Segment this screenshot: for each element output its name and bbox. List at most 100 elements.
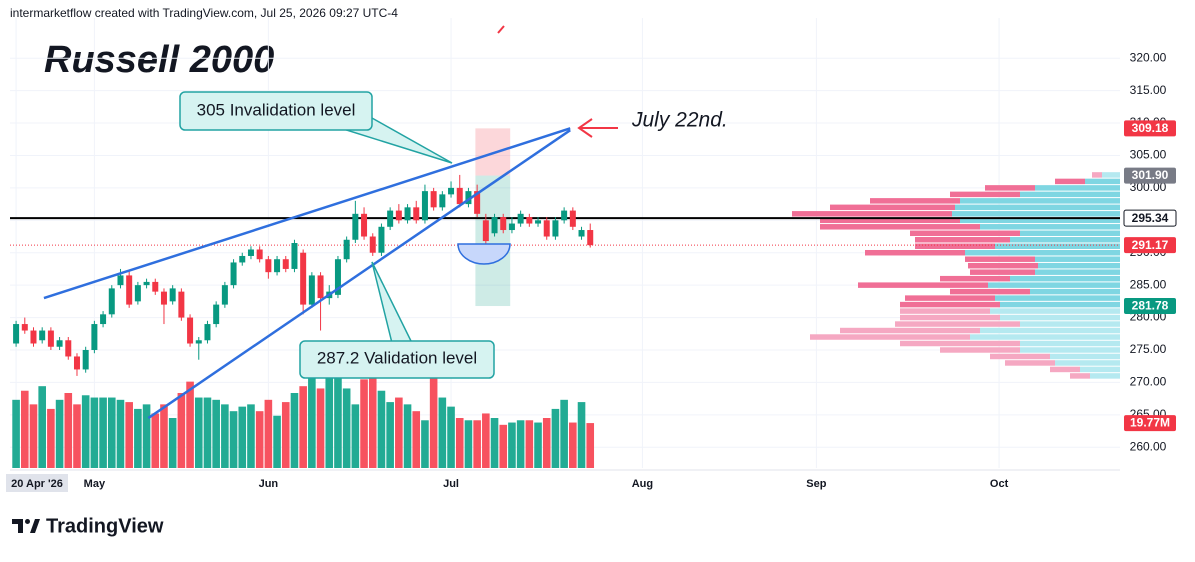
candle-body (404, 207, 411, 221)
candle-body (352, 213, 359, 240)
callout-box (179, 91, 373, 131)
profile-up (1020, 191, 1120, 198)
candle-body (56, 340, 63, 347)
candle-body (578, 230, 585, 237)
volume-bar (316, 388, 325, 468)
candle-body (552, 220, 559, 237)
volume-bar (482, 413, 490, 468)
volume-bar (464, 420, 473, 468)
profile-up (1010, 275, 1120, 282)
volume-bar (168, 418, 177, 468)
profile-up (960, 198, 1120, 204)
candle-body (65, 340, 72, 357)
volume-bar (586, 423, 595, 468)
volume-bar (264, 399, 273, 468)
volume-bar (186, 381, 194, 468)
candle-body (30, 330, 37, 344)
candle-body (39, 330, 46, 341)
profile-down (968, 262, 1038, 269)
volume-bar (473, 420, 481, 468)
candle-body (526, 217, 533, 224)
volume-bar (386, 402, 394, 468)
volume-bar (29, 404, 38, 468)
volume-bar (525, 420, 534, 468)
candle-body (543, 220, 550, 237)
x-tick-label: Jun (259, 478, 279, 490)
price-label: 19.77M (1130, 416, 1170, 430)
volume-bar (47, 408, 55, 468)
candle-body (474, 191, 481, 214)
position-target (475, 175, 511, 307)
profile-up (1020, 347, 1120, 353)
volume-bar (90, 397, 99, 468)
volume-bar (55, 399, 64, 468)
profile-up (1020, 230, 1120, 237)
candle-body (500, 217, 507, 231)
profile-down (950, 288, 1030, 295)
profile-up (1035, 185, 1120, 191)
candle-body (561, 210, 568, 221)
profile-down (990, 353, 1050, 360)
volume-bar (177, 393, 186, 468)
volume-bar (281, 402, 290, 468)
candle-body (317, 275, 324, 299)
volume-bar (151, 413, 160, 468)
plot-back (10, 18, 1120, 468)
volume-bar (438, 397, 447, 468)
chart-title: Russell 2000 (44, 39, 274, 81)
profile-down (1055, 178, 1085, 185)
volume-bar (255, 411, 264, 468)
candle-body (569, 210, 576, 227)
profile-up (960, 217, 1120, 224)
callout-pointer (371, 261, 414, 344)
profile-down (985, 185, 1035, 191)
profile-up (990, 308, 1120, 314)
profile-down (965, 256, 1035, 262)
profile-down (900, 308, 990, 314)
trendline (43, 127, 571, 300)
volume-bar (299, 386, 307, 468)
candle-body (291, 243, 298, 269)
volume-bar (360, 379, 368, 468)
candle-body (256, 249, 263, 260)
y-tick-label: 270.00 (1130, 375, 1167, 389)
profile-up (1102, 172, 1120, 178)
volume-bar (342, 388, 351, 468)
price-label-bg (1124, 298, 1176, 315)
volume-bar (551, 408, 560, 468)
candle-body (187, 317, 194, 344)
volume-bar (534, 422, 542, 468)
volume-bar (12, 399, 20, 468)
callout-box (299, 340, 495, 379)
profile-down (940, 347, 1020, 353)
volume-bar (212, 399, 220, 468)
callout-text: 305 Invalidation level (197, 100, 356, 119)
profile-down (950, 191, 1020, 198)
position-stop (475, 128, 511, 176)
candle-body (47, 330, 54, 347)
candle-body (82, 349, 89, 370)
profile-down (840, 327, 980, 334)
price-label: 281.78 (1132, 299, 1169, 313)
candle-body (465, 191, 472, 205)
candle-body (361, 213, 368, 237)
profile-up (1038, 262, 1120, 269)
volume-bar (377, 390, 386, 468)
profile-up (965, 249, 1120, 256)
volume-bar (99, 397, 107, 468)
candle-body (204, 324, 211, 341)
candle-body (421, 191, 428, 221)
volume-bar (412, 411, 421, 468)
price-label: 309.18 (1132, 121, 1169, 135)
volume-bar (577, 402, 586, 468)
candle-body (430, 191, 437, 208)
profile-down (858, 282, 988, 288)
volume-bar (247, 404, 255, 468)
volume-bar (134, 408, 142, 468)
y-tick-label: 320.00 (1130, 50, 1167, 64)
profile-down (915, 243, 995, 249)
x-tick-label: May (84, 478, 106, 490)
y-tick-label: 260.00 (1130, 439, 1167, 453)
volume-bar (290, 393, 299, 468)
profile-down (905, 295, 995, 301)
